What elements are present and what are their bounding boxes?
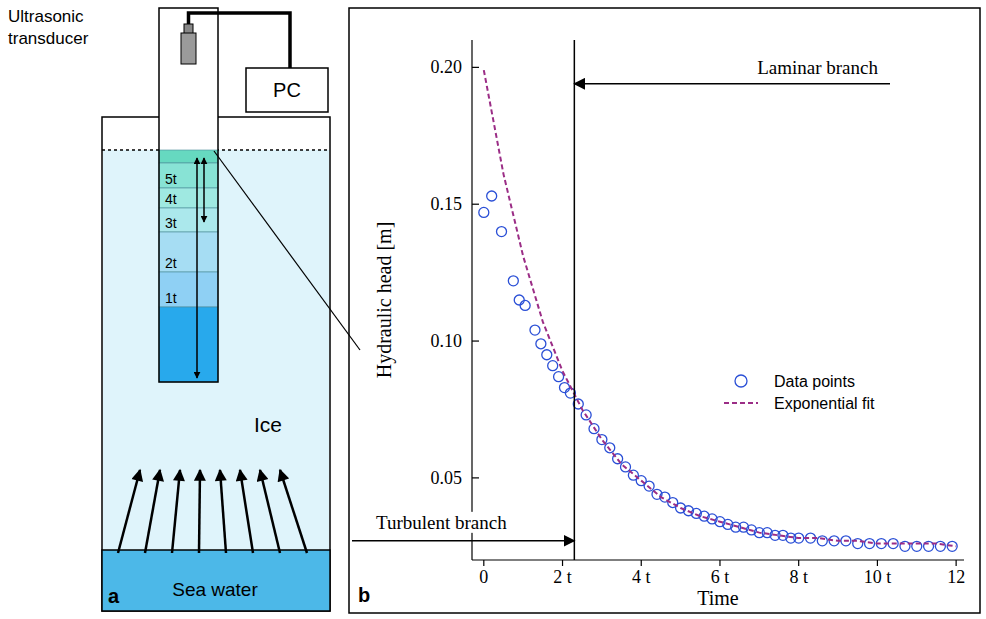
level-label: 4t: [165, 191, 177, 207]
sea-water: [102, 550, 330, 611]
heat-arrow: [220, 470, 226, 553]
water-band: [159, 163, 218, 188]
leader-line: [214, 151, 360, 350]
annotation: Turbulent branch: [376, 512, 507, 533]
y-tick: [472, 477, 479, 478]
data-point: [542, 350, 552, 360]
annotation-arrow: [352, 540, 574, 542]
x-tick-label: 6 t: [711, 567, 730, 587]
x-tick-label: 12: [947, 567, 965, 587]
transducer-label-line: Ultrasonic: [8, 7, 84, 26]
x-tick: [719, 560, 720, 566]
pc-label: PC: [273, 79, 301, 101]
heat-arrow: [260, 470, 280, 553]
y-tick-label: 0.15: [431, 194, 463, 214]
water-band: [159, 208, 218, 232]
ice-label: Ice: [254, 413, 282, 436]
long-arrow: [196, 158, 198, 378]
x-tick: [956, 560, 957, 566]
data-point: [605, 443, 615, 453]
data-point: [559, 383, 569, 393]
tube: [159, 8, 218, 382]
legend-swatch: [724, 402, 758, 404]
y-tick-label: 0.10: [431, 331, 463, 351]
x-tick-label: 0: [479, 567, 488, 587]
y-axis-title: Hydraulic head [m]: [373, 222, 396, 379]
divider-line: [574, 40, 576, 560]
transducer-label-line: transducer: [8, 29, 89, 48]
data-point: [520, 300, 530, 310]
level-label: 1t: [165, 290, 177, 306]
level-label: 5t: [165, 171, 177, 187]
water-band: [159, 307, 218, 382]
x-axis-title: Time: [697, 587, 739, 609]
data-point: [817, 536, 827, 546]
ice: [103, 150, 329, 550]
water-band: [159, 150, 218, 163]
pc-box: [246, 68, 328, 112]
data-point: [514, 295, 524, 305]
transducer: [181, 33, 196, 64]
heat-arrow: [118, 470, 140, 553]
data-point: [536, 339, 546, 349]
heat-arrow: [280, 470, 307, 553]
level-label: 2t: [165, 255, 177, 271]
sea-water-label: Sea water: [172, 579, 258, 600]
legend-label: Data points: [774, 373, 855, 390]
data-point: [487, 191, 497, 201]
data-point: [479, 207, 489, 217]
x-tick-label: 8 t: [789, 567, 808, 587]
y-tick: [472, 67, 479, 68]
y-tick: [472, 204, 479, 205]
x-tick-label: 2 t: [553, 567, 572, 587]
water-band: [159, 272, 218, 307]
panel-label: b: [358, 584, 370, 606]
x-tick: [483, 560, 484, 566]
short-arrow: [203, 158, 205, 222]
data-point: [548, 361, 558, 371]
level-label: 3t: [165, 215, 177, 231]
water-band: [159, 232, 218, 272]
wire: [189, 13, 291, 68]
heat-arrow: [199, 470, 200, 553]
legend-box: [712, 368, 960, 416]
data-point: [554, 372, 564, 382]
y-tick-label: 0.05: [431, 468, 463, 488]
heat-arrow: [240, 470, 253, 553]
heat-arrow: [145, 470, 160, 553]
x-axis-line: [472, 559, 964, 560]
annotation-arrow: [574, 83, 890, 85]
container: [102, 117, 330, 611]
legend-swatch: [735, 375, 747, 387]
legend-label: Exponential fit: [774, 395, 875, 412]
data-point: [935, 541, 945, 551]
y-tick-label: 0.20: [431, 57, 463, 77]
data-point: [530, 325, 540, 335]
heat-arrow: [172, 470, 180, 553]
y-tick: [472, 340, 479, 341]
data-point: [508, 276, 518, 286]
panel-frame: [349, 8, 980, 613]
x-tick-label: 10 t: [864, 567, 892, 587]
fit-line: [484, 70, 956, 546]
transducer-label: Ultrasonic transducer: [8, 7, 89, 48]
water-band: [159, 188, 218, 208]
x-tick: [641, 560, 642, 566]
data-point: [865, 539, 875, 549]
figure: Sea water a Ice 1t 2t 3t 4t 5t PC Ultrasonic trans…: [0, 0, 986, 619]
panel-label: a: [108, 585, 120, 607]
x-tick: [877, 560, 878, 566]
text-patch: [374, 512, 509, 533]
plot-data: [479, 70, 957, 551]
annotation: Laminar branch: [757, 57, 878, 78]
chimney-air: [159, 8, 218, 150]
legend: Data points Exponential fit: [712, 368, 960, 416]
panel-b: b 0.05 0.10 0.15 0.20 0 2 t 4 t 6 t 8 t 10 t 12 Time…: [349, 8, 980, 613]
panel-a: Sea water a Ice 1t 2t 3t 4t 5t PC Ultrasonic trans…: [8, 7, 330, 611]
x-tick: [562, 560, 563, 566]
x-tick-label: 4 t: [632, 567, 651, 587]
x-tick: [798, 560, 799, 566]
y-axis-line: [471, 40, 472, 560]
data-point: [497, 227, 507, 237]
